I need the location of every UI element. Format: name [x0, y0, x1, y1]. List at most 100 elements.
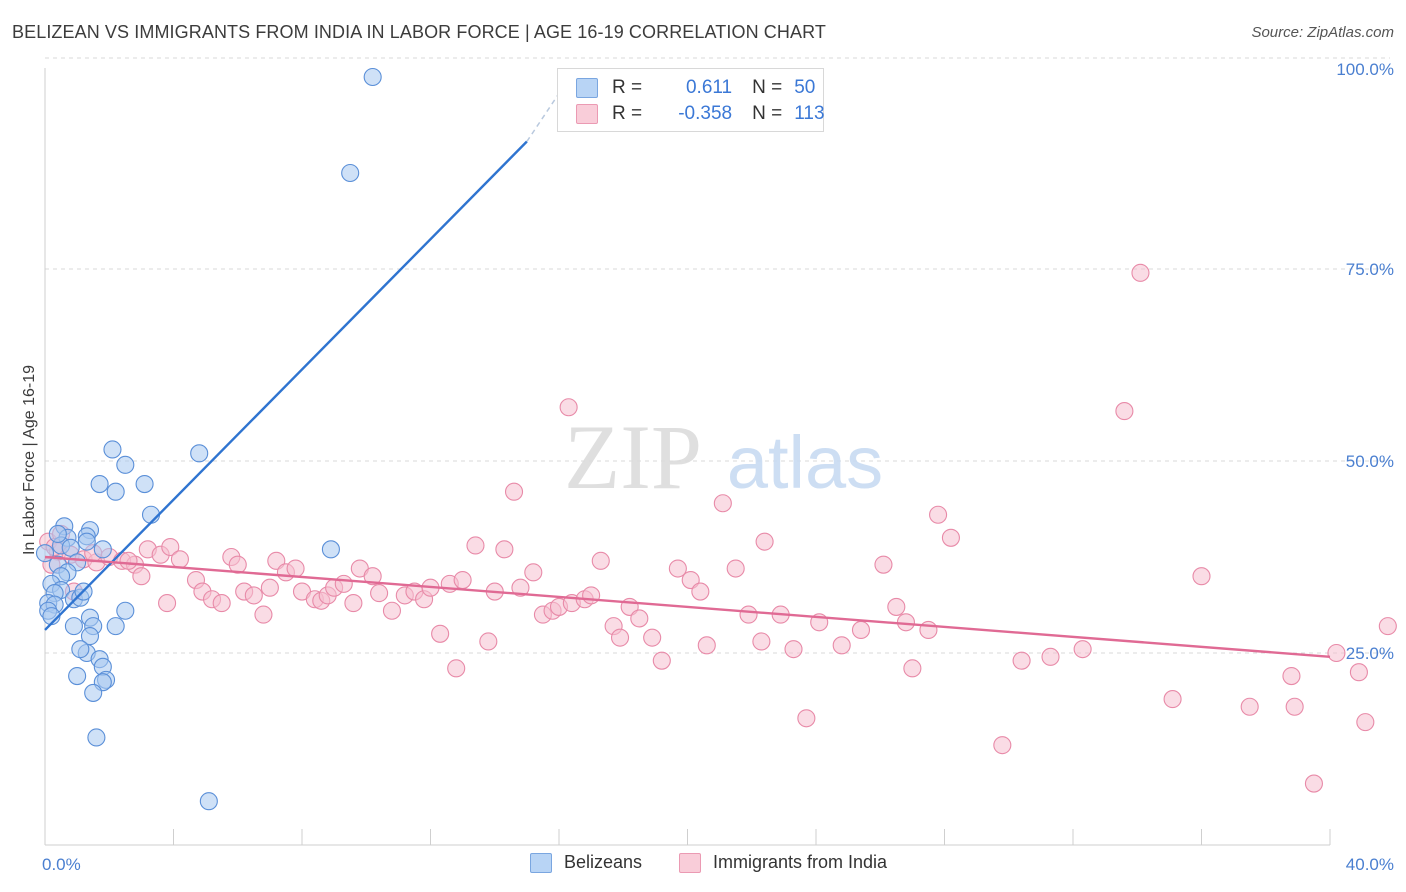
- point-india: [447, 659, 466, 678]
- point-india: [1192, 567, 1211, 586]
- series-india-points: [39, 263, 1397, 793]
- bottom-legend-label: Immigrants from India: [713, 852, 888, 872]
- point-belizeans: [71, 640, 90, 659]
- legend-r-value: 0.611: [685, 77, 733, 98]
- point-belizeans: [321, 540, 340, 559]
- bottom-legend-belizeans: Belizeans: [530, 852, 642, 873]
- point-india: [1304, 774, 1323, 793]
- point-india: [1282, 666, 1301, 686]
- y-tick-label: 100.0%: [1336, 60, 1394, 79]
- point-india: [158, 594, 177, 613]
- point-india: [260, 578, 279, 597]
- point-belizeans: [116, 455, 135, 474]
- point-belizeans: [35, 544, 55, 563]
- point-india: [466, 536, 485, 555]
- point-india: [652, 651, 671, 670]
- point-india: [370, 584, 389, 603]
- point-india: [431, 624, 450, 643]
- point-belizeans: [103, 440, 122, 459]
- trend-line-india: [44, 555, 1331, 659]
- legend-swatch-blue: [576, 78, 598, 98]
- point-india: [1378, 617, 1397, 636]
- gridlines: [45, 57, 1390, 654]
- point-belizeans: [93, 540, 112, 559]
- legend-box: R = 0.611 N = 50 R = -0.358 N = 113: [557, 68, 825, 132]
- point-india: [363, 567, 382, 586]
- point-india: [244, 586, 263, 605]
- legend-n-value: 113: [794, 103, 825, 124]
- x-tick-label: 40.0%: [1346, 855, 1394, 874]
- bottom-legend-swatch-blue: [530, 852, 552, 873]
- point-india: [582, 586, 601, 605]
- point-india: [504, 482, 524, 501]
- bottom-legend-swatch-pink: [679, 852, 701, 873]
- point-india: [1356, 713, 1375, 732]
- point-india: [344, 594, 363, 613]
- point-india: [874, 555, 893, 574]
- legend-n-label: N =: [752, 103, 783, 124]
- point-belizeans: [106, 482, 125, 501]
- point-india: [119, 551, 138, 570]
- point-india: [1131, 263, 1150, 282]
- point-belizeans: [106, 617, 125, 636]
- source-label: Source: ZipAtlas.com: [1251, 24, 1394, 41]
- point-india: [697, 636, 716, 655]
- legend-swatch-pink: [576, 104, 598, 124]
- point-india: [797, 709, 816, 728]
- point-india: [1012, 651, 1031, 670]
- y-axis-label: In Labor Force | Age 16-19: [21, 365, 38, 555]
- point-belizeans: [199, 792, 218, 811]
- point-india: [132, 567, 151, 586]
- point-belizeans: [190, 444, 209, 463]
- bottom-legend: Belizeans Immigrants from India: [0, 852, 1406, 878]
- x-tick-label: 0.0%: [42, 855, 81, 874]
- point-india: [630, 609, 649, 628]
- watermark: ZIP atlas: [564, 406, 883, 508]
- chart-title: BELIZEAN VS IMMIGRANTS FROM INDIA IN LAB…: [12, 22, 826, 42]
- legend-n-value: 50: [794, 77, 816, 98]
- point-india: [286, 559, 305, 578]
- y-tick-label: 75.0%: [1346, 260, 1394, 279]
- legend-row-india: R = -0.358 N = 113: [576, 103, 825, 125]
- point-belizeans: [84, 683, 103, 702]
- point-india: [668, 559, 687, 578]
- point-india: [887, 597, 906, 616]
- point-belizeans: [87, 728, 106, 747]
- point-india: [832, 636, 851, 655]
- point-india: [479, 632, 498, 651]
- point-india: [739, 605, 758, 624]
- point-india: [559, 398, 578, 417]
- point-india: [228, 555, 247, 574]
- point-india: [334, 574, 353, 593]
- legend-row-belizeans: R = 0.611 N = 50: [576, 77, 815, 99]
- point-belizeans: [141, 505, 161, 524]
- point-india: [254, 605, 273, 624]
- point-india: [170, 550, 189, 569]
- point-india: [511, 578, 530, 597]
- point-india: [713, 494, 732, 513]
- legend-r-label: R =: [612, 77, 643, 98]
- point-india: [941, 528, 960, 547]
- point-belizeans: [68, 666, 87, 686]
- y-tick-label: 50.0%: [1346, 452, 1394, 471]
- point-india: [726, 559, 745, 578]
- point-india: [610, 628, 630, 647]
- point-belizeans: [48, 524, 67, 544]
- point-india: [212, 594, 231, 613]
- point-india: [851, 620, 871, 640]
- point-india: [691, 582, 710, 601]
- point-belizeans: [116, 601, 135, 620]
- point-india: [591, 551, 610, 570]
- point-belizeans: [363, 67, 382, 87]
- point-india: [1041, 647, 1060, 666]
- point-india: [1163, 690, 1182, 709]
- point-india: [903, 659, 922, 678]
- y-tick-label: 25.0%: [1346, 644, 1394, 663]
- point-india: [993, 736, 1012, 755]
- point-india: [524, 563, 543, 582]
- point-india: [643, 628, 662, 647]
- point-india: [1115, 402, 1134, 421]
- trend-line-belizeans: [44, 140, 528, 631]
- point-india: [1349, 663, 1368, 682]
